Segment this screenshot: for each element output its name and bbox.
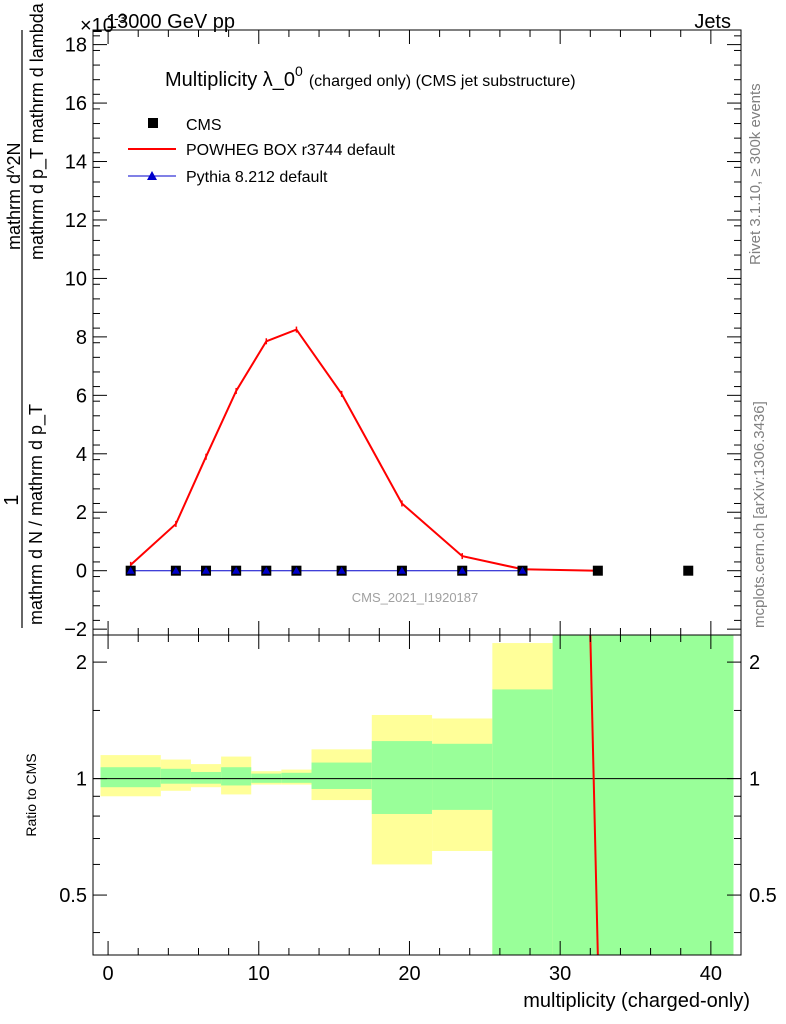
plot-title: Multiplicity λ_00(charged only) (CMS jet…: [165, 63, 576, 91]
ratio-xtick-label-4: 40: [700, 963, 722, 985]
ratio-ytick-label-2: 2: [76, 652, 87, 674]
main-ytick-label-3: 4: [76, 444, 87, 466]
pythia-point-3: [232, 566, 241, 574]
legend: CMS POWHEG BOX r3744 default Pythia 8.21…: [128, 117, 396, 186]
header-left: 13000 GeV pp: [106, 11, 235, 33]
pythia-point-2: [202, 566, 211, 574]
rivet-label: Rivet 3.1.10, ≥ 300k events: [747, 83, 764, 265]
ratio-green-band-3: [221, 767, 252, 786]
pythia-point-5: [292, 566, 301, 574]
x-axis-label: multiplicity (charged-only): [523, 990, 750, 1012]
cms-point-10: [592, 565, 603, 576]
main-ytick-label-7: 12: [65, 210, 87, 232]
legend-cms-marker: [148, 118, 158, 128]
ratio-ytick-label-right-0: 0.5: [749, 885, 777, 907]
cms-point-11: [683, 565, 694, 576]
y-label-denominator: mathrm d N / mathrm d p_T: [26, 404, 47, 625]
main-ytick-label-10: 18: [65, 35, 87, 57]
ratio-green-band-0: [100, 767, 161, 788]
main-ytick-label-4: 6: [76, 385, 87, 407]
main-ytick-label-0: −2: [64, 619, 87, 641]
ratio-frame: [92, 634, 742, 956]
legend-cms-label: CMS: [186, 117, 222, 134]
ratio-xtick-label-3: 30: [549, 963, 571, 985]
pythia-point-0: [126, 566, 135, 574]
ratio-green-band-1: [160, 768, 191, 784]
ratio-ytick-label-right-1: 1: [749, 769, 760, 791]
ratio-green-band-10: [552, 635, 734, 955]
watermark: CMS_2021_I1920187: [352, 590, 479, 605]
header-right: Jets: [694, 11, 731, 33]
ratio-xtick-label-2: 20: [398, 963, 420, 985]
pythia-point-1: [171, 566, 180, 574]
pythia-point-6: [337, 566, 346, 574]
ratio-green-band-7: [371, 741, 433, 814]
ratio-xtick-label-1: 10: [248, 963, 270, 985]
ratio-green-band-9: [492, 689, 553, 955]
pythia-point-8: [458, 566, 467, 574]
y-axis-label-main: 1 mathrm d N / mathrm d p_T mathrm d^2N …: [1, 2, 48, 628]
series-layer: [125, 326, 694, 956]
legend-powheg-label: POWHEG BOX r3744 default: [186, 142, 396, 159]
legend-pythia-label: Pythia 8.212 default: [186, 169, 328, 186]
main-ytick-label-6: 10: [65, 268, 87, 290]
ratio-green-band-5: [281, 772, 312, 783]
ratio-powheg-line: [589, 634, 599, 956]
main-ytick-label-2: 2: [76, 502, 87, 524]
ratio-ytick-label-1: 1: [76, 769, 87, 791]
mcplots-label: mcplots.cern.ch [arXiv:1306.3436]: [751, 401, 768, 628]
y-label-one: 1: [1, 494, 23, 505]
ratio-green-band-8: [432, 743, 493, 810]
main-ytick-label-8: 14: [65, 152, 87, 174]
ratio-ytick-label-right-2: 2: [749, 652, 760, 674]
main-ytick-label-9: 16: [65, 93, 87, 115]
ratio-green-band-6: [311, 762, 372, 789]
ratio-xtick-label-0: 0: [103, 963, 114, 985]
main-ytick-label-1: 0: [76, 561, 87, 583]
ratio-ytick-label-0: 0.5: [59, 885, 87, 907]
y-label-numerator: mathrm d^2N: [4, 143, 24, 250]
main-ytick-label-5: 8: [76, 327, 87, 349]
ratio-bands: [93, 635, 741, 955]
y-label-frac-den: mathrm d p_T mathrm d lambda: [27, 2, 48, 260]
powheg-line: [130, 328, 598, 572]
legend-pythia-marker: [147, 171, 157, 180]
pythia-point-9: [518, 566, 527, 574]
exponent-label: ×10-3: [80, 10, 127, 37]
pythia-point-7: [397, 566, 406, 574]
pythia-point-4: [262, 566, 271, 574]
ratio-green-band-2: [190, 771, 222, 784]
y-axis-label-ratio: Ratio to CMS: [23, 753, 39, 836]
